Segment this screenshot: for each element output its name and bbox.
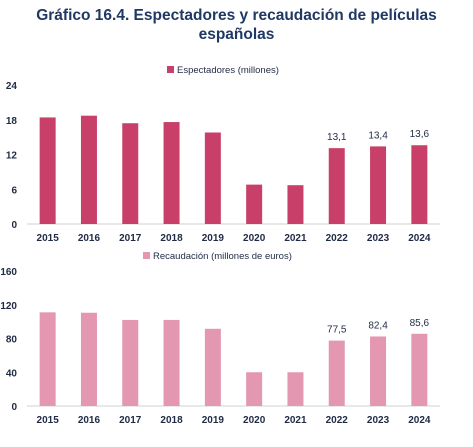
revenue-ytick-label: 0 [11,402,17,413]
spectators-bar [204,132,221,224]
spectators-ytick-label: 6 [11,185,17,196]
revenue-xtick-label: 2023 [367,415,390,426]
spectators-ytick-label: 0 [11,220,17,231]
spectators-bar [80,115,97,224]
spectators-ytick-label: 18 [6,116,18,127]
revenue-bar [39,312,56,406]
spectators-bar [287,185,304,224]
revenue-bar [163,319,180,406]
spectators-data-label: 13,6 [410,129,430,140]
spectators-xtick-label: 2015 [37,233,60,244]
spectators-bar [411,145,428,224]
revenue-bar [370,336,387,406]
revenue-ytick-label: 80 [6,335,18,346]
revenue-legend-swatch [143,252,150,259]
revenue-ytick-label: 120 [0,301,17,312]
revenue-ytick-label: 160 [0,267,17,278]
spectators-xtick-label: 2016 [78,233,101,244]
revenue-xtick-label: 2021 [284,415,307,426]
spectators-bar [328,148,345,224]
spectators-bar [163,122,180,224]
spectators-xtick-label: 2022 [326,233,349,244]
spectators-legend-label: Espectadores (millones) [177,65,279,76]
revenue-data-label: 85,6 [410,318,430,329]
spectators-data-label: 13,1 [327,132,347,143]
revenue-bar [411,333,428,406]
revenue-xtick-label: 2024 [408,415,431,426]
revenue-xtick-label: 2016 [78,415,101,426]
revenue-bar [204,328,221,406]
spectators-ytick-label: 12 [6,151,18,162]
revenue-bar [246,372,263,406]
revenue-data-label: 82,4 [368,320,388,331]
revenue-data-label: 77,5 [327,325,347,336]
spectators-data-label: 13,4 [368,130,388,141]
revenue-xtick-label: 2022 [326,415,349,426]
revenue-xtick-label: 2018 [160,415,183,426]
revenue-bar [122,319,139,406]
title-line-2: españolas [198,26,275,43]
spectators-xtick-label: 2021 [284,233,307,244]
revenue-xtick-label: 2015 [37,415,60,426]
spectators-bar [39,117,56,224]
revenue-bar [287,372,304,406]
page-title: Gráfico 16.4. Espectadores y recaudación… [0,6,473,44]
spectators-bar [370,146,387,224]
revenue-legend-label: Recaudación (millones de euros) [153,251,292,262]
revenue-xtick-label: 2019 [202,415,225,426]
spectators-ytick-label: 24 [6,81,18,92]
spectators-xtick-label: 2017 [119,233,142,244]
spectators-xtick-label: 2019 [202,233,225,244]
spectators-bar [246,184,263,224]
spectators-legend-swatch [167,66,174,73]
title-line-1: Gráfico 16.4. Espectadores y recaudación… [36,7,437,24]
revenue-xtick-label: 2020 [243,415,266,426]
spectators-bar [122,123,139,224]
spectators-xtick-label: 2020 [243,233,266,244]
spectators-xtick-label: 2018 [160,233,183,244]
revenue-ytick-label: 40 [6,368,18,379]
spectators-xtick-label: 2024 [408,233,431,244]
revenue-bar [328,340,345,406]
revenue-xtick-label: 2017 [119,415,142,426]
revenue-bar [80,312,97,406]
spectators-xtick-label: 2023 [367,233,390,244]
